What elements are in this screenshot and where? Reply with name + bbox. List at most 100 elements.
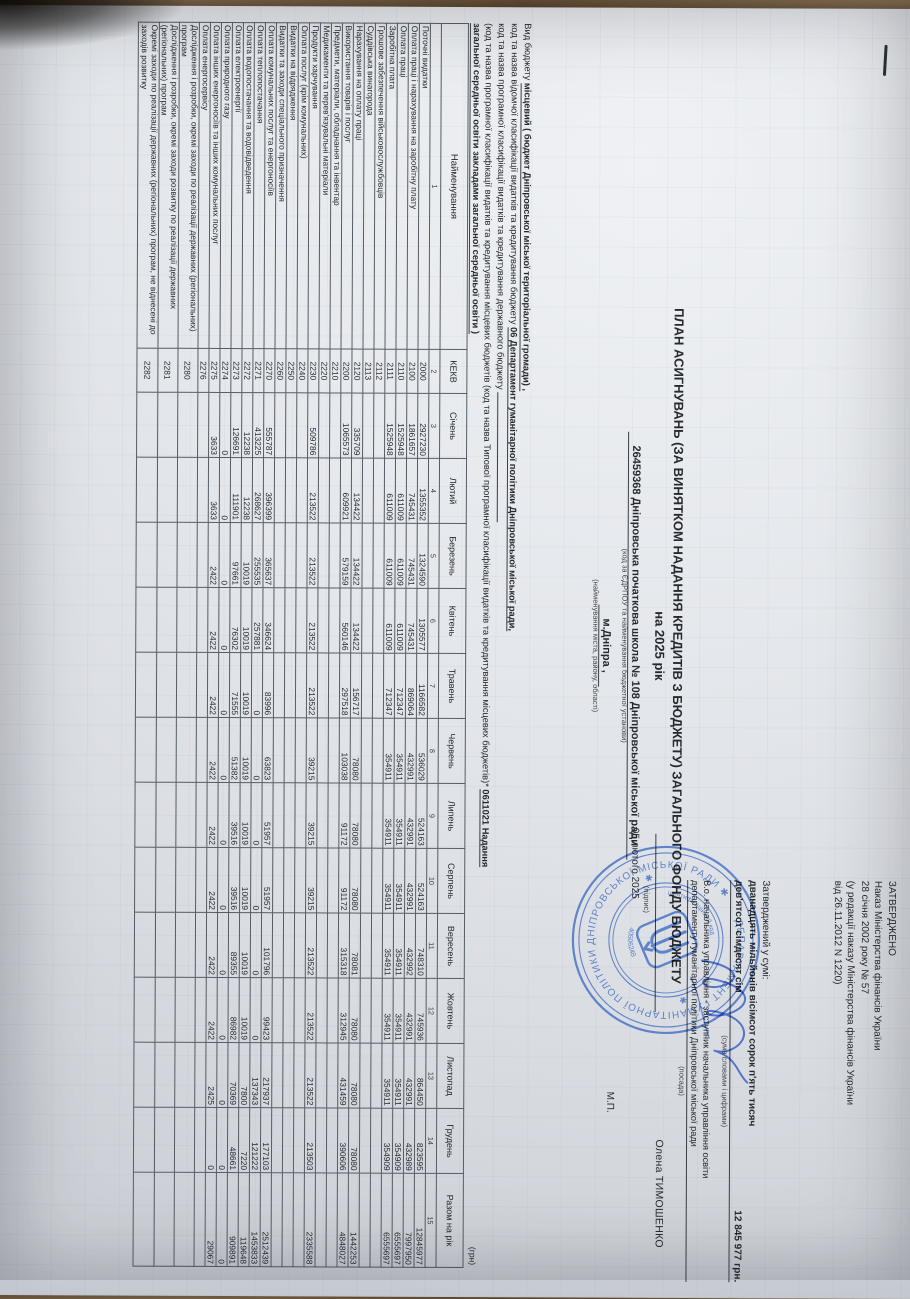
kekv-cell: 2281 (157, 348, 178, 393)
month-value-cell: 39516 (228, 782, 241, 848)
vidomcha-label: код та назва відомчої класифікації видат… (509, 23, 521, 325)
month-value-cell (329, 457, 341, 524)
row-name-cell: Оплата водопостачання та водовідведення (242, 22, 255, 349)
month-value-cell (294, 782, 307, 848)
column-header: Липень (437, 783, 466, 849)
row-name-cell: Видатки та заходи спеціального призначен… (275, 22, 288, 349)
year-total-cell: 4848027 (337, 1172, 349, 1268)
column-number: 7 (427, 653, 439, 719)
month-value-cell: 39516 (228, 847, 240, 913)
month-value-cell: 0 (217, 782, 230, 848)
month-value-cell: 524163 (415, 848, 427, 914)
month-value-cell: 354911 (394, 718, 406, 784)
header-row: Найменування КЕКВ Січень Лютий Березень Квіте… (436, 23, 469, 1268)
month-value-cell: 78080 (349, 848, 361, 914)
month-value-cell (282, 977, 295, 1043)
row-name-cell: Суддівська винагорода (363, 23, 376, 350)
column-header: Червень (438, 718, 466, 784)
month-value-cell (371, 783, 384, 849)
month-value-cell: 432989 (403, 1108, 415, 1174)
month-value-cell (328, 522, 341, 589)
row-name-cell: Окремі заходи по реалізації державних (р… (137, 22, 160, 349)
month-value-cell (177, 392, 198, 458)
month-value-cell (370, 978, 383, 1044)
month-value-cell (328, 717, 340, 784)
kekv-cell: 2274 (219, 348, 232, 393)
month-value-cell (372, 718, 384, 784)
month-value-cell: 2422 (206, 912, 218, 978)
month-value-cell: 2927230 (417, 393, 429, 459)
month-value-cell (174, 1042, 195, 1108)
month-value-cell: 7220 (238, 1107, 250, 1173)
month-value-cell (283, 847, 295, 913)
month-value-cell: 12238 (241, 392, 253, 458)
unit-note: (грн) (467, 1246, 478, 1266)
column-number: 9 (426, 783, 439, 849)
month-value-cell (317, 522, 330, 588)
column-header: Травень (438, 653, 466, 719)
month-value-cell: 2422 (207, 587, 219, 653)
month-value-cell: 354911 (382, 913, 394, 979)
paper-document: ЗАТВЕРДЖЕНО Наказ Міністерства фінансів … (0, 4, 910, 1299)
month-value-cell: 134422 (350, 588, 362, 654)
month-value-cell (328, 652, 340, 719)
month-value-cell: 0 (219, 392, 231, 458)
month-value-cell: 2422 (206, 847, 218, 913)
month-value-cell: 126691 (230, 392, 242, 458)
month-value-cell (136, 457, 158, 523)
month-value-cell (296, 457, 308, 523)
month-value-cell (282, 1107, 294, 1173)
kekv-cell: 2200 (340, 349, 353, 394)
month-value-cell: 213522 (304, 1042, 316, 1108)
month-value-cell: 78080 (349, 783, 362, 849)
row-name-cell: Нарахування на оплату праці (352, 23, 365, 350)
kekv-cell: 2111 (384, 349, 397, 394)
blank-underline (496, 392, 508, 523)
month-value-cell: 354911 (393, 783, 406, 849)
month-value-cell (272, 782, 285, 848)
month-value-cell (293, 1042, 305, 1108)
month-value-cell: 0 (250, 847, 262, 913)
month-value-cell: 2422 (207, 522, 220, 588)
kekv-cell: 2113 (362, 349, 375, 394)
month-value-cell (371, 848, 383, 914)
vidomcha-value: 06 Департамент гуманітарної політики Дні… (506, 327, 520, 631)
month-value-cell (360, 913, 372, 979)
month-value-cell: 579159 (339, 523, 352, 589)
month-value-cell (154, 977, 176, 1043)
kekv-cell: 2220 (318, 348, 331, 393)
month-value-cell (316, 782, 329, 848)
month-value-cell (293, 977, 306, 1043)
month-value-cell (274, 392, 286, 458)
month-value-cell: 134422 (351, 458, 363, 524)
month-value-cell: 89355 (228, 912, 240, 978)
program-local-label: (код та назва програмної класифікації ви… (481, 23, 495, 787)
column-number: 3 (428, 393, 440, 459)
month-value-cell: 0 (216, 1107, 228, 1173)
month-value-cell: 745431 (406, 458, 418, 524)
row-name-cell: Грошове забезпечення військовослужбовців (374, 23, 387, 350)
month-value-cell: 1166582 (416, 653, 428, 719)
official-stamp-icon: ДЕПАРТАМЕНТ ГУМАНІТАРНОЇ ПОЛІТИКИ ДНІПРО… (543, 817, 790, 1064)
month-value-cell: 0 (250, 912, 262, 978)
month-value-cell: 354911 (382, 848, 394, 914)
column-header: Січень (439, 393, 467, 459)
month-value-cell: 748310 (415, 913, 427, 979)
month-value-cell: 609921 (340, 458, 352, 524)
month-value-cell (175, 847, 196, 913)
month-value-cell: 365637 (262, 522, 275, 588)
month-value-cell: 315318 (338, 913, 350, 979)
month-value-cell: 0 (205, 1107, 217, 1173)
month-value-cell (317, 652, 329, 718)
month-value-cell: 1324590 (416, 523, 429, 589)
column-number: 5 (427, 523, 440, 589)
month-value-cell (271, 977, 284, 1043)
column-header: Березень (438, 523, 467, 589)
row-name-cell: Видатки на відрядження (286, 22, 299, 349)
kekv-cell: 2210 (329, 348, 342, 394)
month-value-cell: 432992 (404, 913, 416, 979)
year-total-cell: 2512439 (260, 1172, 272, 1267)
month-value-cell: 213522 (304, 977, 317, 1043)
month-value-cell: 823595 (414, 1108, 426, 1174)
